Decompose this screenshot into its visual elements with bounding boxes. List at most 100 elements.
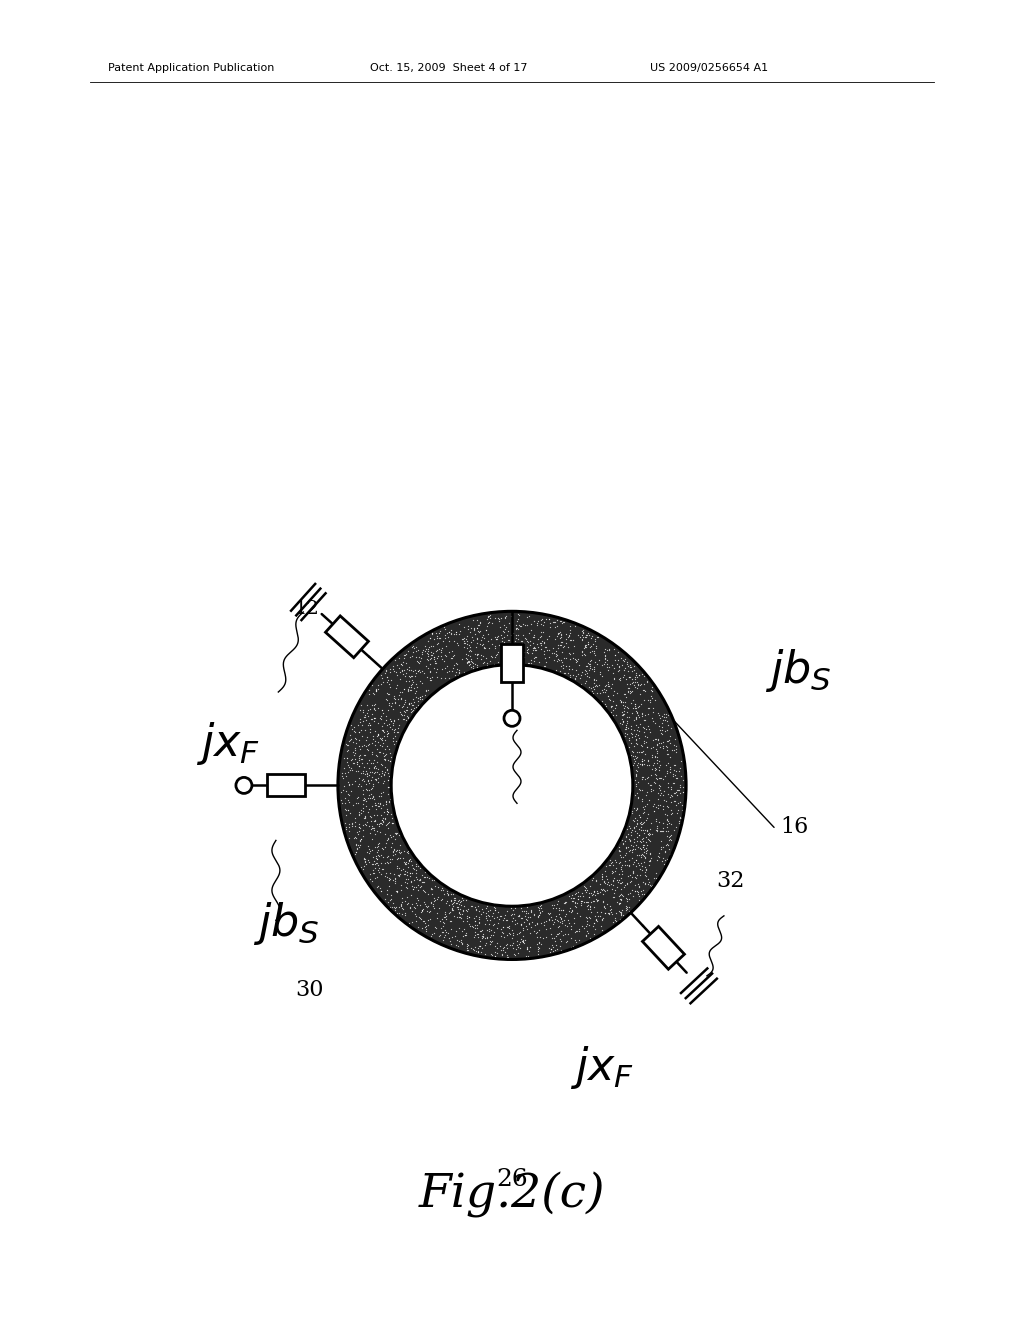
Point — [594, 908, 610, 929]
Point — [567, 669, 584, 690]
Point — [650, 768, 667, 789]
Point — [426, 898, 442, 919]
Point — [660, 796, 677, 817]
Point — [544, 935, 560, 956]
Point — [622, 667, 638, 688]
Point — [570, 648, 587, 669]
Point — [637, 718, 653, 739]
Point — [396, 873, 413, 894]
Point — [372, 878, 388, 899]
Point — [564, 936, 581, 957]
Point — [400, 853, 417, 874]
Point — [469, 628, 485, 649]
Point — [620, 855, 636, 876]
Point — [366, 854, 382, 875]
Point — [371, 833, 387, 854]
Point — [439, 890, 456, 911]
Point — [665, 766, 681, 787]
Point — [660, 834, 677, 855]
Point — [636, 845, 652, 866]
Point — [505, 908, 521, 929]
Point — [478, 903, 495, 924]
Point — [451, 614, 467, 635]
Point — [486, 945, 503, 966]
Point — [546, 611, 562, 632]
Point — [579, 624, 595, 645]
Point — [373, 673, 389, 694]
Point — [382, 804, 398, 825]
Point — [408, 686, 424, 708]
Point — [530, 628, 547, 649]
Point — [521, 913, 538, 935]
Point — [369, 821, 385, 842]
Point — [505, 924, 521, 945]
Point — [599, 640, 615, 661]
Point — [454, 932, 470, 953]
Point — [483, 931, 500, 952]
Point — [668, 738, 684, 759]
Point — [517, 614, 534, 635]
Point — [634, 748, 650, 770]
Point — [625, 801, 641, 822]
Point — [383, 747, 399, 768]
Point — [361, 714, 378, 735]
Point — [466, 619, 482, 640]
Point — [582, 651, 598, 672]
Point — [412, 661, 428, 682]
Point — [459, 933, 475, 954]
Point — [370, 723, 386, 744]
Point — [520, 913, 537, 935]
Point — [580, 653, 596, 675]
Point — [526, 651, 543, 672]
Point — [483, 924, 500, 945]
Point — [642, 850, 658, 871]
Point — [602, 853, 618, 874]
Point — [351, 768, 368, 789]
Point — [672, 774, 688, 795]
Point — [553, 623, 569, 644]
Point — [459, 638, 475, 659]
Point — [368, 867, 384, 888]
Point — [347, 748, 364, 770]
Point — [511, 921, 527, 942]
Point — [536, 622, 552, 643]
Point — [614, 711, 631, 733]
Point — [607, 908, 624, 929]
Point — [496, 632, 512, 653]
Point — [469, 610, 485, 631]
Point — [608, 870, 625, 891]
Point — [653, 723, 670, 744]
Point — [400, 680, 417, 701]
Point — [375, 838, 391, 859]
Point — [376, 722, 392, 743]
Point — [561, 630, 578, 651]
Point — [476, 913, 493, 935]
Point — [495, 916, 511, 937]
Point — [627, 693, 643, 714]
Point — [580, 634, 596, 655]
Point — [635, 845, 651, 866]
Point — [340, 755, 356, 776]
Point — [523, 900, 540, 921]
Point — [392, 843, 409, 865]
Point — [465, 656, 481, 677]
Point — [636, 838, 652, 859]
Point — [630, 837, 646, 858]
Point — [590, 627, 606, 648]
Point — [373, 729, 389, 750]
Point — [654, 812, 671, 833]
Point — [470, 927, 486, 948]
Point — [373, 664, 389, 685]
Point — [564, 899, 581, 920]
Point — [428, 917, 444, 939]
Point — [659, 743, 676, 764]
Point — [650, 795, 667, 816]
Point — [579, 913, 595, 935]
Point — [435, 921, 452, 942]
Point — [383, 669, 399, 690]
Point — [446, 892, 463, 913]
Point — [582, 636, 598, 657]
Point — [553, 908, 569, 929]
Point — [396, 644, 413, 665]
Point — [667, 789, 683, 810]
